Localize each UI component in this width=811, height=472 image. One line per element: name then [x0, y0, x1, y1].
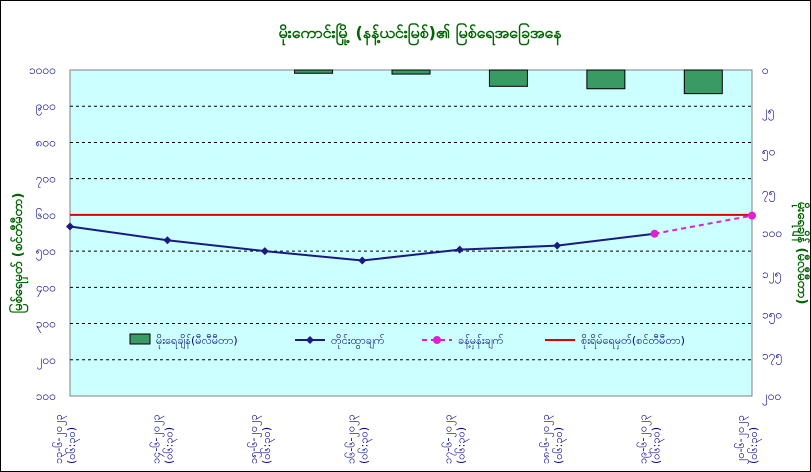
right-tick-label: ၀	[762, 63, 769, 77]
legend-label: စိုးရိမ်ရေမှတ်(စင်တီမီတာ)	[581, 334, 685, 349]
left-tick-label: ၉၀၀	[36, 99, 56, 116]
forecast-point	[650, 229, 659, 238]
x-tick-label: ၁၇-၆-၂၀၂၃ (၀၆:၃၀)	[442, 414, 470, 464]
x-tick-date: ၁၅-၆-၂၀၂၃	[247, 414, 262, 464]
left-tick-label: ၂၀၀	[37, 353, 56, 370]
x-tick-time: (၀၆:၃၀)	[162, 427, 177, 464]
left-axis-title: မြစ်ရေမှတ် (စင်တီမီတာ)	[8, 193, 29, 314]
left-tick-label: ၇၀၀	[36, 172, 56, 189]
legend-label: တိုင်းထွာချက်	[331, 334, 385, 349]
rain-bar	[683, 69, 723, 95]
x-axis-ticks: ၁၃-၆-၂၀၂၃ (၀၆:၃၀) ၁၄-၆-၂၀၂၃ (၀၆:၃၀) ၁၅-၆-၂၀၂…	[52, 414, 762, 464]
x-tick-date: ၁၉-၆-၂၀၂၃	[637, 414, 652, 464]
forecast-line	[654, 214, 753, 235]
legend-label: မိုးရေချိန်(မီလီမီတာ)	[156, 334, 238, 349]
observed-point	[455, 245, 464, 254]
legend-marker	[306, 336, 314, 344]
x-tick-time: (၀၆:၃၀)	[455, 427, 470, 464]
left-tick-label: ၁၀၀	[36, 389, 56, 403]
left-tick-label: ၁၀၀၀	[29, 63, 56, 77]
rain-bar	[488, 69, 528, 87]
x-tick-label: ၁၆-၆-၂၀၂၃ (၀၆:၃၀)	[344, 414, 372, 464]
x-tick-label: ၁၈-၆-၂၀၂၃ (၀၆:၃၀)	[539, 414, 567, 464]
observed-point	[553, 241, 562, 250]
left-tick-label: ၈၀၀	[36, 135, 56, 149]
x-tick-time: (၀၆:၃၀)	[260, 427, 275, 464]
left-axis-ticks: ၁၀၀ ၂၀၀ ၃၀၀ ၄၀၀ ၅၀၀ ၆၀၀ ၇၀၀ ၈၀၀ ၉၀၀ ၁၀၀၀	[29, 63, 56, 403]
right-axis-title: မိုးရေချိန် (မီလီမီတာ)	[791, 202, 811, 305]
x-tick-label: ၁၉-၆-၂၀၂၃ (၀၆:၃၀)	[637, 414, 665, 464]
x-tick-time: (၀၆:၃၀)	[650, 427, 665, 464]
left-tick-label: ၅၀၀	[36, 244, 56, 261]
left-tick-label: ၆၀၀	[36, 207, 56, 222]
x-tick-date: ၂၀-၆-၂၀၂၃	[734, 415, 749, 464]
rain-bar	[391, 69, 431, 75]
rain-bar	[294, 69, 334, 74]
plot-area	[69, 69, 753, 397]
x-tick-label: ၁၄-၆-၂၀၂၃ (၀၆:၃၀)	[149, 414, 177, 464]
x-tick-label: ၁၅-၆-၂၀၂၃ (၀၆:၃၀)	[247, 414, 275, 464]
right-tick-label: ၁၂၅	[762, 267, 781, 284]
right-tick-label: ၂၅	[762, 104, 775, 121]
chart-title: မိုးကောင်းမြို့ (နန့်ယင်းမြစ်)၏ မြစ်ရေအခ…	[279, 22, 563, 46]
forecast-point	[748, 211, 756, 220]
x-tick-date: ၁၃-၆-၂၀၂၃	[52, 414, 67, 464]
bar-series	[294, 69, 723, 95]
x-tick-time: (၀၆:၃၀)	[747, 427, 762, 464]
line-series	[66, 211, 756, 265]
observed-point	[260, 247, 269, 256]
right-tick-label: ၁၀၀	[762, 226, 782, 240]
right-tick-label: ၁၇၅	[762, 348, 782, 365]
right-tick-label: ၇၅	[762, 185, 776, 202]
x-tick-date: ၁၈-၆-၂၀၂၃	[539, 414, 554, 464]
left-tick-label: ၃၀၀	[36, 317, 56, 334]
rain-bar	[586, 69, 626, 90]
x-tick-date: ၁၆-၆-၂၀၂၃	[344, 414, 359, 464]
x-tick-label: ၂၀-၆-၂၀၂၃ (၀၆:၃၀)	[734, 415, 762, 464]
x-tick-label: ၁၃-၆-၂၀၂၃ (၀၆:၃၀)	[52, 414, 80, 464]
legend: မိုးရေချိန်(မီလီမီတာ) တိုင်းထွာချက် ခန့်မှ…	[129, 333, 685, 349]
observed-point	[66, 222, 74, 231]
right-tick-label: ၅၀	[762, 145, 776, 162]
legend-label: ခန့်မှန်းချက်	[458, 334, 504, 349]
x-tick-time: (၀၆:၃၀)	[65, 427, 80, 464]
right-tick-label: ၂၀၀	[762, 389, 781, 406]
left-tick-label: ၄၀၀	[36, 280, 56, 297]
x-tick-date: ၁၄-၆-၂၀၂၃	[149, 414, 164, 464]
x-tick-time: (၀၆:၃၀)	[357, 427, 372, 464]
observed-point	[163, 236, 172, 245]
legend-marker	[433, 336, 441, 344]
x-tick-time: (၀၆:၃၀)	[552, 427, 567, 464]
right-tick-label: ၁၅၀	[762, 308, 782, 325]
legend-swatch-bar	[129, 333, 151, 345]
x-tick-date: ၁၇-၆-၂၀၂၃	[442, 414, 457, 464]
observed-point	[358, 256, 367, 265]
